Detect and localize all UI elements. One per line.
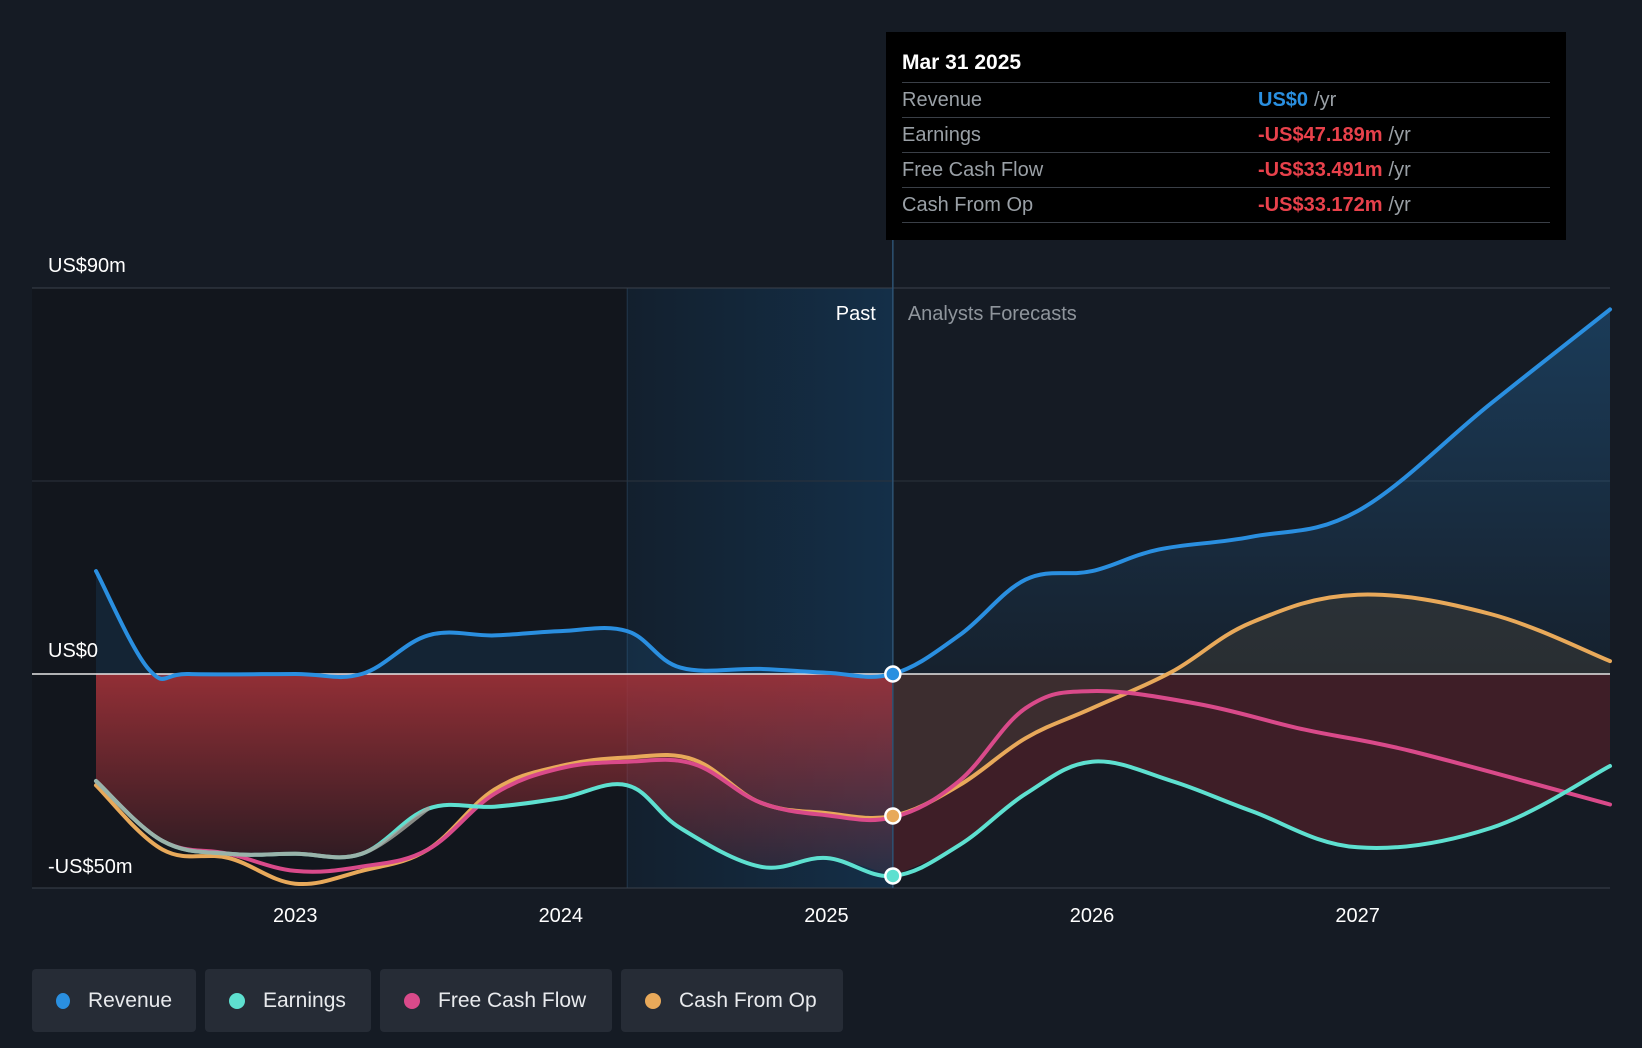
legend-item-free-cash-flow[interactable]: Free Cash Flow <box>380 969 612 1032</box>
tooltip-row-revenue: Revenue US$0 /yr <box>902 83 1550 118</box>
past-label: Past <box>836 303 876 325</box>
tooltip-value: -US$47.189m <box>1258 124 1383 146</box>
legend-label: Earnings <box>263 988 346 1012</box>
revenue-dot-icon <box>56 992 70 1009</box>
chart-legend: Revenue Earnings Free Cash Flow Cash Fro… <box>32 969 843 1032</box>
earnings-line-past-dim <box>94 779 430 860</box>
x-tick-label: 2026 <box>1070 905 1115 927</box>
tooltip-row-free-cash-flow: Free Cash Flow -US$33.491m /yr <box>902 153 1550 188</box>
forecast-label: Analysts Forecasts <box>908 303 1077 325</box>
legend-item-cash-from-op[interactable]: Cash From Op <box>621 969 843 1032</box>
earnings-dot-icon <box>229 992 245 1009</box>
revenue-marker <box>884 665 902 683</box>
legend-item-earnings[interactable]: Earnings <box>205 969 371 1032</box>
tooltip-value: US$0 <box>1258 89 1309 111</box>
tooltip-label: Free Cash Flow <box>902 159 1044 181</box>
tooltip-value: -US$33.491m <box>1258 159 1383 181</box>
free-cash-flow-line <box>94 689 1612 874</box>
tooltip-unit: /yr <box>1314 89 1337 111</box>
legend-item-revenue[interactable]: Revenue <box>32 969 196 1032</box>
earnings-marker <box>884 867 902 885</box>
y-tick-label: US$0 <box>48 640 98 662</box>
tooltip-date: Mar 31 2025 <box>902 44 1550 83</box>
earnings-area-forecast <box>892 674 1610 876</box>
revenue-area-forecast <box>892 309 1610 674</box>
cash-from-op-marker <box>884 807 902 825</box>
legend-label: Revenue <box>87 988 172 1012</box>
tooltip-label: Earnings <box>902 124 981 146</box>
y-tick-label: US$90m <box>48 255 126 277</box>
legend-label: Cash From Op <box>679 988 817 1012</box>
legend-label: Free Cash Flow <box>438 988 587 1012</box>
tooltip-label: Cash From Op <box>902 194 1034 216</box>
tooltip-value: -US$33.172m <box>1258 194 1383 216</box>
y-tick-label: -US$50m <box>48 856 132 878</box>
tooltip-unit: /yr <box>1388 159 1411 181</box>
x-tick-label: 2024 <box>539 905 584 927</box>
cash-from-op-dot-icon <box>645 992 661 1009</box>
x-tick-label: 2025 <box>804 905 849 927</box>
tooltip-row-earnings: Earnings -US$47.189m /yr <box>902 118 1550 153</box>
revenue-area-past <box>96 571 893 679</box>
earnings-area-past <box>96 674 893 876</box>
data-tooltip: Mar 31 2025 Revenue US$0 /yr Earnings -U… <box>886 32 1566 240</box>
cash-from-op-area-forecast <box>892 594 1610 816</box>
x-tick-label: 2027 <box>1335 905 1380 927</box>
tooltip-unit: /yr <box>1388 124 1411 146</box>
free-cash-flow-dot-icon <box>404 992 420 1009</box>
tooltip-row-cash-from-op: Cash From Op -US$33.172m /yr <box>902 188 1550 223</box>
tooltip-unit: /yr <box>1388 194 1411 216</box>
revenue-line <box>94 307 1612 681</box>
x-tick-label: 2023 <box>273 905 318 927</box>
tooltip-label: Revenue <box>902 89 983 111</box>
